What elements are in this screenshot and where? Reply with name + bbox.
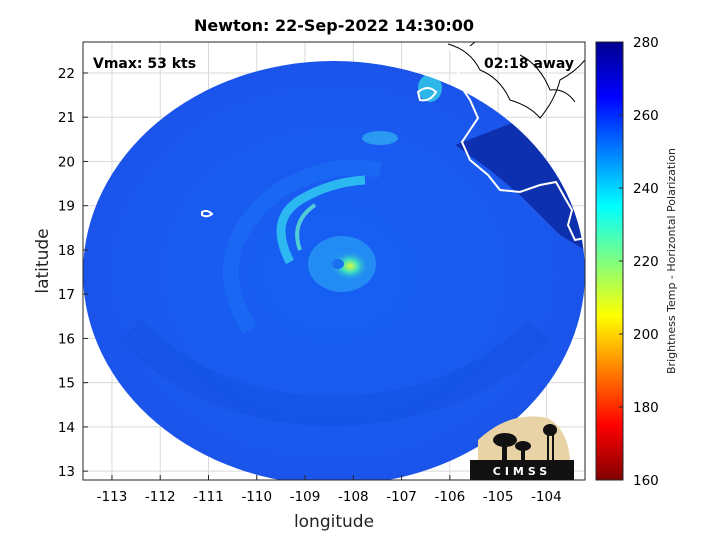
axes-box [82,41,586,481]
chart-title: Newton: 22-Sep-2022 14:30:00 [194,16,474,35]
y-tick-label: 20 [58,154,75,170]
cimss-logo: CIMSS [470,416,574,480]
x-tick-label: -112 [145,489,176,505]
x-tick-label: -106 [435,489,466,505]
outer-band [119,319,551,426]
colorbar-tick-label: 220 [633,254,659,270]
satellite-dish-icon [493,433,531,462]
storm-core [330,250,370,282]
x-axis-label: longitude [294,512,374,532]
colorbar-label: Brightness Temp - Horizontal Polarizatio… [665,148,678,374]
y-ticks: 13 14 15 16 17 18 19 20 21 22 [58,66,88,480]
vmax-label: Vmax: 53 kts [93,56,196,72]
logo-text: CIMSS [493,465,551,478]
y-axis-label: latitude [33,228,53,293]
x-tick-label: -109 [290,489,321,505]
spiral-band [276,175,366,265]
colorbar-tick-label: 200 [633,327,659,343]
coastline [201,42,585,242]
x-tick-label: -105 [483,489,514,505]
y-tick-label: 13 [58,464,75,480]
y-tick-label: 22 [58,66,75,82]
x-tick-label: -107 [386,489,417,505]
y-tick-label: 17 [58,287,75,303]
eye [332,259,344,269]
x-tick-label: -104 [531,489,562,505]
x-tick-label: -113 [97,489,128,505]
colorbar-tick-label: 260 [633,108,659,124]
x-ticks: -113 -112 -111 -110 -109 -108 -107 -106 -105 -104 [97,475,562,505]
colorbar [595,41,624,481]
colorbar-tick-label: 240 [633,181,659,197]
colorbar-tick-label: 160 [633,473,659,489]
x-tick-label: -110 [241,489,272,505]
colorbar-ticks: 160 180 200 220 240 260 280 [619,35,659,489]
y-tick-label: 19 [58,199,75,215]
y-tick-label: 14 [58,420,75,436]
logo-bar [470,460,574,480]
borders [447,42,585,119]
feature-north [362,131,398,145]
y-tick-label: 18 [58,243,75,259]
time-away-label: 02:18 away [484,56,574,72]
y-tick-label: 16 [58,331,75,347]
x-tick-label: -111 [193,489,224,505]
colorbar-tick-label: 180 [633,400,659,416]
water-tower-icon [543,424,557,462]
spiral-band-inner [295,203,317,251]
colorbar-tick-label: 280 [633,35,659,51]
x-tick-label: -108 [338,489,369,505]
inner-band-west [222,159,382,335]
y-tick-label: 21 [58,110,75,126]
y-tick-label: 15 [58,376,75,392]
